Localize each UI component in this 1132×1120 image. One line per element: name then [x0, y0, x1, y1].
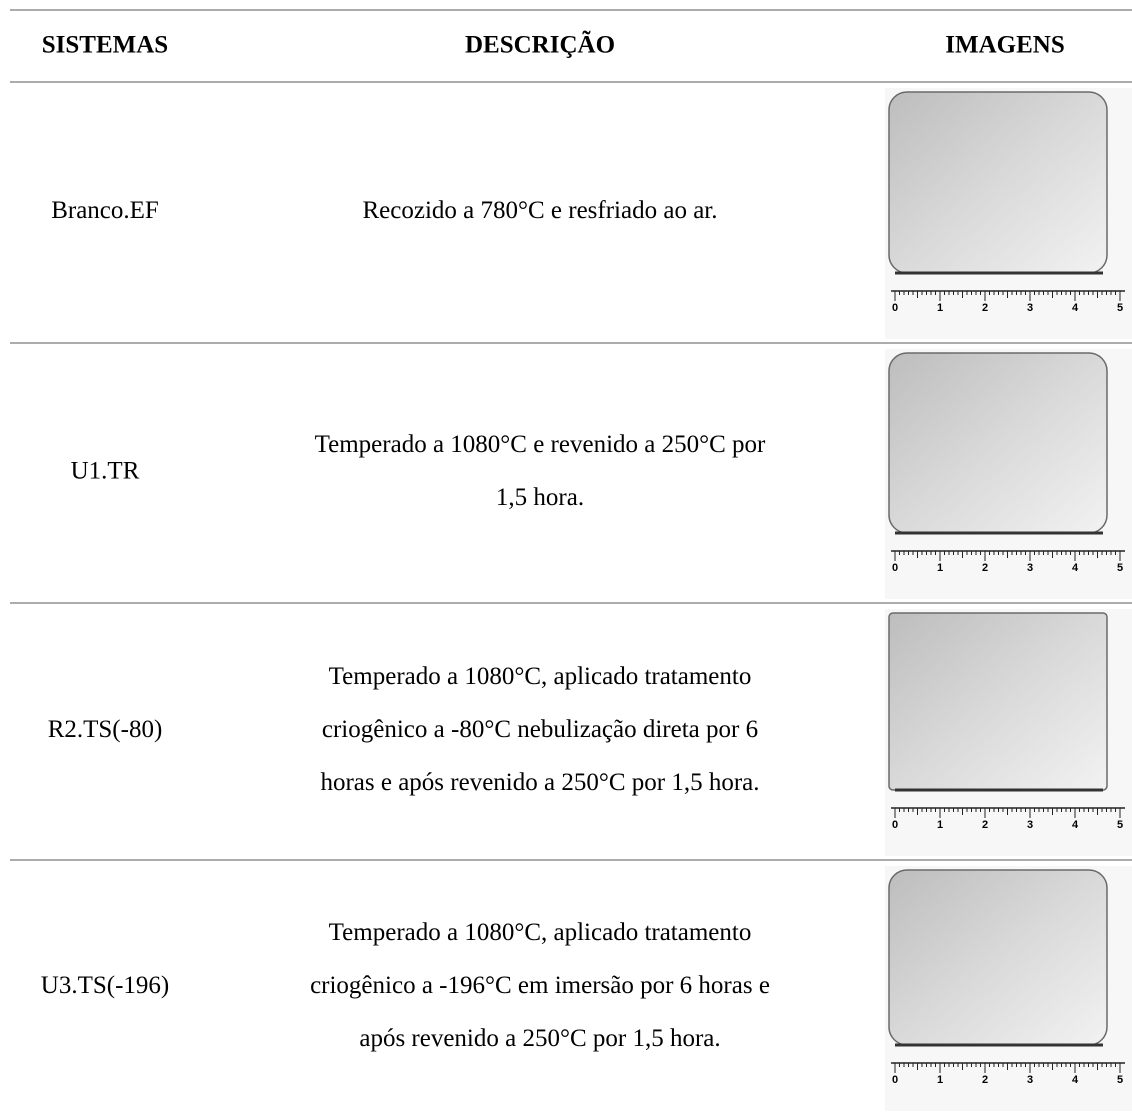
- description-line: após revenido a 250°C por 1,5 hora.: [359, 1025, 720, 1052]
- header-cell: IMAGENS: [945, 32, 1064, 59]
- sample-image: 0 1 2 3 4 5: [885, 609, 1132, 856]
- ruler-label: 5: [1117, 562, 1123, 574]
- ruler-label: 3: [1027, 819, 1033, 831]
- ruler-label: 3: [1027, 1074, 1033, 1086]
- page: {"table": { "headers": ["SISTEMAS", "DES…: [0, 0, 1132, 1115]
- system-cell: R2.TS(-80): [48, 716, 163, 743]
- ruler-label: 1: [937, 819, 943, 831]
- ruler-label: 0: [892, 302, 898, 314]
- ruler-label: 2: [982, 1074, 988, 1086]
- sample-image: 0 1 2 3 4 5: [885, 866, 1132, 1111]
- sample-image: 0 1 2 3 4 5: [885, 349, 1132, 599]
- header-cell: SISTEMAS: [42, 32, 168, 59]
- description-line: criogênico a -80°C nebulização direta po…: [322, 716, 758, 743]
- plate: [889, 613, 1107, 790]
- ruler-label: 4: [1072, 819, 1079, 831]
- ruler-label: 5: [1117, 1074, 1123, 1086]
- description-line: Temperado a 1080°C e revenido a 250°C po…: [315, 431, 766, 458]
- description-line: Temperado a 1080°C, aplicado tratamento: [329, 663, 752, 690]
- system-cell: U3.TS(-196): [41, 972, 169, 999]
- ruler-label: 0: [892, 1074, 898, 1086]
- ruler-label: 0: [892, 562, 898, 574]
- plate: [889, 353, 1107, 533]
- plate: [889, 92, 1107, 273]
- ruler-label: 3: [1027, 302, 1033, 314]
- sample-image: 0 1 2 3 4 5: [885, 88, 1132, 339]
- ruler-label: 0: [892, 819, 898, 831]
- ruler-label: 4: [1072, 562, 1079, 574]
- system-cell: U1.TR: [71, 458, 140, 485]
- ruler-label: 1: [937, 302, 943, 314]
- plate: [889, 870, 1107, 1045]
- ruler-label: 4: [1072, 1074, 1079, 1086]
- system-cell: Branco.EF: [51, 197, 159, 224]
- ruler-label: 5: [1117, 302, 1123, 314]
- ruler-label: 1: [937, 562, 943, 574]
- description-line: horas e após revenido a 250°C por 1,5 ho…: [320, 769, 759, 796]
- ruler-label: 5: [1117, 819, 1123, 831]
- ruler-label: 2: [982, 302, 988, 314]
- description-line: 1,5 hora.: [496, 484, 584, 511]
- ruler-label: 2: [982, 819, 988, 831]
- description-line: Temperado a 1080°C, aplicado tratamento: [329, 919, 752, 946]
- table: SISTEMAS DESCRIÇÃO IMAGENS Branco.EF Reco…: [0, 0, 1132, 1115]
- ruler-label: 2: [982, 562, 988, 574]
- ruler-label: 4: [1072, 302, 1079, 314]
- ruler-label: 1: [937, 1074, 943, 1086]
- description-line: criogênico a -196°C em imersão por 6 hor…: [310, 972, 770, 999]
- header-cell: DESCRIÇÃO: [465, 31, 615, 59]
- description-line: Recozido a 780°C e resfriado ao ar.: [362, 197, 717, 224]
- ruler-label: 3: [1027, 562, 1033, 574]
